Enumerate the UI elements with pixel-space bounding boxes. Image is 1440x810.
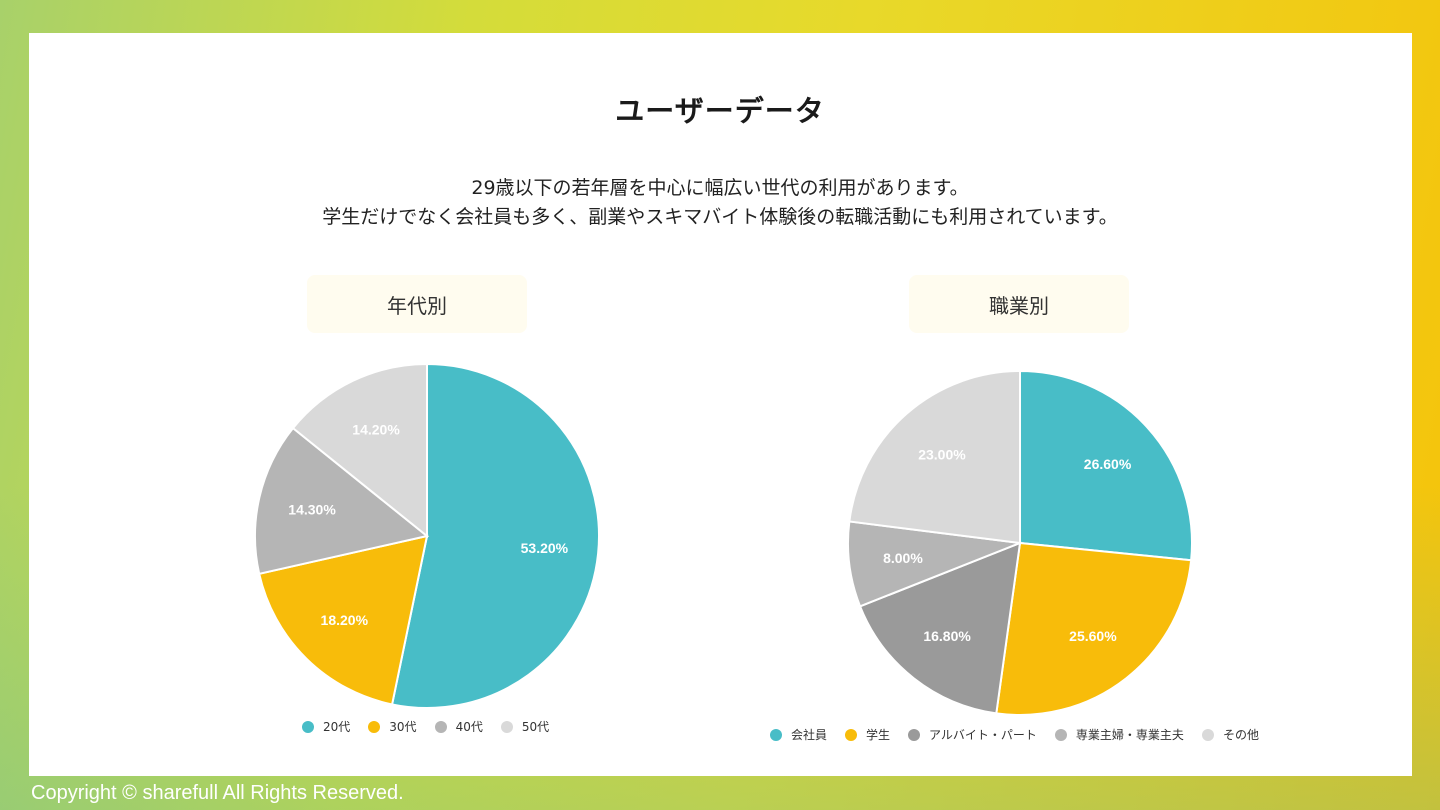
legend-label: 会社員 [791, 728, 828, 742]
age-pie-chart: 53.20% 18.20% 14.30% 14.20% [254, 362, 600, 709]
pie-slice-1 [258, 534, 429, 706]
legend-swatch [368, 720, 381, 733]
copyright-text: Copyright © sharefull All Rights Reserve… [31, 782, 404, 804]
slice-value-label: 18.20% [321, 612, 369, 628]
legend-label: アルバイト・パート [929, 728, 1037, 742]
slice-value-label: 23.00% [918, 446, 966, 462]
legend-swatch [845, 728, 858, 741]
legend-label: 学生 [866, 728, 891, 742]
pie-slice-2 [858, 541, 1022, 715]
slice-value-label: 25.60% [1069, 628, 1117, 644]
pie-slice-3 [291, 362, 428, 539]
legend-item: 会社員 [770, 726, 827, 743]
legend-swatch [1054, 728, 1067, 741]
pie-slice-0 [390, 362, 600, 709]
legend-item: 20代 [302, 718, 350, 735]
pie-slice-1 [995, 541, 1193, 716]
legend-swatch [500, 720, 513, 733]
pie-slice-4 [848, 369, 1021, 545]
slice-value-label: 8.00% [883, 550, 923, 566]
age-chart-legend: 20代 30代 40代 50代 [302, 718, 567, 735]
legend-label: 専業主婦・専業主夫 [1075, 728, 1184, 742]
job-pie-chart: 26.60% 25.60% 16.80% 8.00% 23.00% [847, 369, 1193, 716]
job-chart-title: 職業別 [909, 275, 1129, 333]
slice-value-label: 26.60% [1084, 456, 1132, 472]
legend-item: 40代 [434, 718, 483, 735]
pie-slice-0 [1019, 369, 1193, 562]
legend-item: 学生 [845, 726, 890, 743]
legend-swatch [434, 720, 447, 733]
age-chart-title: 年代別 [307, 275, 527, 333]
description-line-2: 学生だけでなく会社員も多く、副業やスキマバイト体験後の転職活動にも利用されていま… [322, 206, 1118, 228]
legend-label: 50代 [521, 720, 550, 734]
legend-swatch [1201, 728, 1214, 741]
page-title: ユーザーデータ [615, 94, 825, 128]
slice-value-label: 53.20% [521, 540, 569, 556]
slice-value-label: 14.20% [352, 422, 400, 438]
legend-item: その他 [1201, 726, 1259, 743]
content-card [29, 33, 1412, 776]
legend-swatch [770, 728, 782, 741]
legend-item: 30代 [368, 718, 417, 735]
job-chart-legend: 会社員 学生 アルバイト・パート 専業主婦・専業主夫 その他 [770, 726, 1277, 743]
legend-item: 専業主婦・専業主夫 [1054, 726, 1184, 743]
legend-swatch [908, 728, 921, 741]
pie-slice-2 [254, 426, 430, 576]
legend-label: 40代 [455, 720, 483, 734]
legend-item: アルバイト・パート [908, 726, 1037, 743]
legend-swatch [302, 720, 314, 733]
slice-value-label: 14.30% [288, 501, 336, 517]
legend-label: 20代 [323, 720, 351, 734]
legend-label: 30代 [389, 720, 417, 734]
description-line-1: 29歳以下の若年層を中心に幅広い世代の利用があります。 [471, 177, 969, 199]
legend-label: その他 [1222, 728, 1259, 742]
legend-item: 50代 [500, 718, 550, 735]
slice-value-label: 16.80% [923, 628, 971, 644]
